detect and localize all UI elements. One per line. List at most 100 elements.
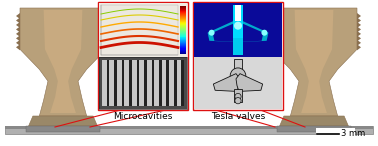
Bar xyxy=(180,45,186,46)
Bar xyxy=(159,60,162,106)
Bar xyxy=(177,60,181,106)
Circle shape xyxy=(235,98,241,104)
Bar xyxy=(5,126,373,129)
Bar xyxy=(180,15,186,16)
Polygon shape xyxy=(106,26,110,32)
Polygon shape xyxy=(16,18,20,24)
Bar xyxy=(194,3,282,57)
Polygon shape xyxy=(357,18,361,24)
Bar xyxy=(166,60,169,106)
Bar xyxy=(180,6,186,7)
Polygon shape xyxy=(267,26,271,32)
Bar xyxy=(180,52,186,53)
Bar xyxy=(154,60,159,106)
Bar xyxy=(180,18,186,19)
Bar xyxy=(193,2,283,110)
Polygon shape xyxy=(16,22,20,28)
Bar xyxy=(144,60,147,106)
Bar xyxy=(180,41,186,42)
Polygon shape xyxy=(106,22,110,28)
Bar xyxy=(180,51,186,52)
Bar xyxy=(180,49,186,50)
Bar xyxy=(316,128,355,139)
Text: 3 mm: 3 mm xyxy=(341,130,365,139)
Bar xyxy=(180,39,186,40)
Bar xyxy=(180,32,186,33)
Bar xyxy=(99,3,187,57)
Bar xyxy=(180,50,186,51)
Bar xyxy=(174,60,177,106)
Bar xyxy=(180,20,186,21)
Bar xyxy=(180,19,186,20)
Bar xyxy=(194,57,282,109)
Bar xyxy=(180,53,186,54)
Text: Microcavities: Microcavities xyxy=(113,112,173,121)
Polygon shape xyxy=(16,44,20,50)
Bar xyxy=(124,60,129,106)
Polygon shape xyxy=(16,26,20,32)
Polygon shape xyxy=(106,13,110,19)
Bar xyxy=(180,28,186,29)
Bar xyxy=(139,60,144,106)
Polygon shape xyxy=(16,13,20,19)
Bar xyxy=(129,60,132,106)
Bar xyxy=(107,60,110,106)
Bar xyxy=(180,35,186,36)
Polygon shape xyxy=(280,116,349,126)
Bar xyxy=(117,60,122,106)
Circle shape xyxy=(230,68,246,84)
Bar xyxy=(180,34,186,35)
Bar xyxy=(180,38,186,39)
Polygon shape xyxy=(357,44,361,50)
Circle shape xyxy=(235,93,241,100)
Bar xyxy=(180,24,186,25)
Bar xyxy=(132,60,137,106)
Bar xyxy=(122,60,124,106)
Bar xyxy=(110,60,114,106)
Bar xyxy=(180,13,186,14)
Bar xyxy=(180,8,186,9)
Polygon shape xyxy=(267,35,271,41)
Bar xyxy=(180,23,186,24)
Bar xyxy=(101,5,178,55)
Text: Tesla valves: Tesla valves xyxy=(211,112,265,121)
Bar xyxy=(235,5,241,21)
Bar xyxy=(180,25,186,26)
Polygon shape xyxy=(208,20,241,42)
Polygon shape xyxy=(267,44,271,50)
Bar xyxy=(180,43,186,44)
Polygon shape xyxy=(357,35,361,41)
Bar xyxy=(180,37,186,38)
Polygon shape xyxy=(106,44,110,50)
Bar xyxy=(180,27,186,28)
Bar xyxy=(180,9,186,10)
Polygon shape xyxy=(357,13,361,19)
Polygon shape xyxy=(267,40,271,46)
Polygon shape xyxy=(357,22,361,28)
Bar xyxy=(233,5,243,55)
Bar xyxy=(180,16,186,17)
Bar xyxy=(162,60,166,106)
Bar xyxy=(180,22,186,23)
Polygon shape xyxy=(43,10,82,113)
Bar xyxy=(99,57,187,109)
Polygon shape xyxy=(235,20,268,42)
Bar xyxy=(180,10,186,11)
Bar xyxy=(5,126,373,134)
Bar xyxy=(180,14,186,15)
Bar xyxy=(99,57,187,109)
Bar xyxy=(181,60,184,106)
Bar xyxy=(147,60,152,106)
Bar xyxy=(180,30,186,31)
Bar xyxy=(180,29,186,30)
Bar xyxy=(180,26,186,27)
Polygon shape xyxy=(267,22,271,28)
Bar xyxy=(152,60,154,106)
Polygon shape xyxy=(357,40,361,46)
Polygon shape xyxy=(294,10,333,113)
Polygon shape xyxy=(16,40,20,46)
Bar xyxy=(114,60,117,106)
Bar xyxy=(180,48,186,49)
Polygon shape xyxy=(236,74,263,91)
Polygon shape xyxy=(16,31,20,37)
